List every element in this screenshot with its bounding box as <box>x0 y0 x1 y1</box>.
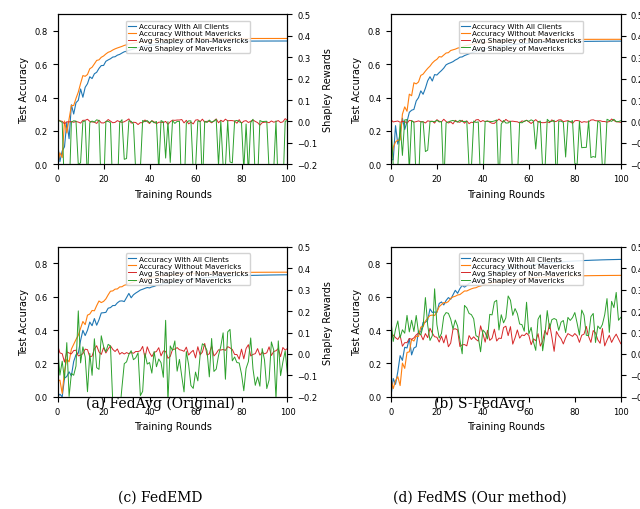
Legend: Accuracy With All Clients, Accuracy Without Mavericks, Avg Shapley of Non-Maveri: Accuracy With All Clients, Accuracy With… <box>125 22 250 53</box>
Y-axis label: Test Accuracy: Test Accuracy <box>19 56 29 124</box>
Y-axis label: Test Accuracy: Test Accuracy <box>353 289 362 356</box>
Text: (a) FedAvg (Original): (a) FedAvg (Original) <box>86 395 234 410</box>
X-axis label: Training Rounds: Training Rounds <box>134 189 211 199</box>
Text: (d) FedMS (Our method): (d) FedMS (Our method) <box>393 490 567 504</box>
X-axis label: Training Rounds: Training Rounds <box>467 189 545 199</box>
Text: (b) S-FedAvg: (b) S-FedAvg <box>435 395 525 410</box>
X-axis label: Training Rounds: Training Rounds <box>134 421 211 431</box>
Legend: Accuracy With All Clients, Accuracy Without Mavericks, Avg Shapley of Non-Maveri: Accuracy With All Clients, Accuracy With… <box>459 254 584 286</box>
Legend: Accuracy With All Clients, Accuracy Without Mavericks, Avg Shapley of Non-Maveri: Accuracy With All Clients, Accuracy With… <box>125 254 250 286</box>
Text: (c) FedEMD: (c) FedEMD <box>118 490 202 504</box>
Legend: Accuracy With All Clients, Accuracy Without Mavericks, Avg Shapley of Non-Maveri: Accuracy With All Clients, Accuracy With… <box>459 22 584 53</box>
Y-axis label: Shapley Rewards: Shapley Rewards <box>323 48 333 132</box>
Y-axis label: Test Accuracy: Test Accuracy <box>353 56 362 124</box>
Y-axis label: Shapley Rewards: Shapley Rewards <box>323 280 333 364</box>
Y-axis label: Test Accuracy: Test Accuracy <box>19 289 29 356</box>
X-axis label: Training Rounds: Training Rounds <box>467 421 545 431</box>
